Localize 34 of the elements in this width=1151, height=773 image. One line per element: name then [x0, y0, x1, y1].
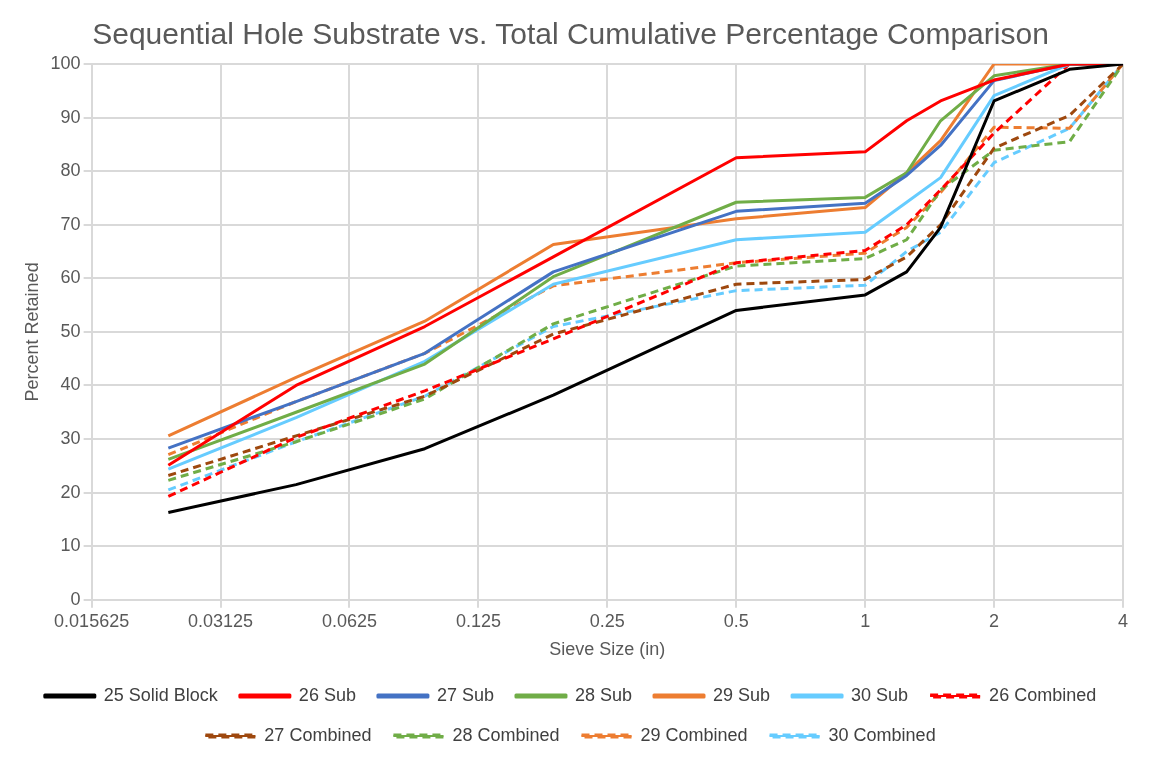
y-tick-label: 60	[60, 267, 81, 288]
y-tick-label: 100	[50, 52, 81, 73]
legend-label: 29 Sub	[713, 684, 771, 705]
y-tick-label: 70	[60, 213, 81, 234]
legend-label: 26 Combined	[989, 684, 1097, 705]
legend-label: 25 Solid Block	[103, 684, 219, 705]
x-tick-label: 0.015625	[54, 610, 130, 631]
chart-title: Sequential Hole Substrate vs. Total Cumulative Percentage Comparison	[92, 17, 1049, 51]
legend-label: 30 Combined	[828, 724, 936, 745]
legend-label: 27 Combined	[264, 724, 372, 745]
legend-label: 30 Sub	[851, 684, 909, 705]
y-tick-label: 10	[60, 535, 81, 556]
x-tick-label: 0.25	[589, 610, 625, 631]
x-tick-label: 0.125	[455, 610, 501, 631]
x-tick-label: 4	[1117, 610, 1129, 631]
y-tick-label: 20	[60, 481, 81, 502]
x-tick-label: 0.0625	[321, 610, 378, 631]
x-tick-label: 1	[860, 610, 871, 631]
y-tick-label: 30	[60, 428, 81, 449]
y-tick-label: 0	[70, 588, 81, 609]
legend-label: 28 Sub	[574, 684, 633, 705]
x-tick-label: 0.03125	[188, 610, 254, 631]
y-axis-title: Percent Retained	[21, 262, 42, 402]
legend-label: 27 Sub	[436, 684, 494, 705]
y-tick-label: 50	[60, 320, 81, 341]
y-tick-label: 40	[60, 374, 81, 395]
x-tick-label: 2	[989, 610, 1000, 631]
x-tick-label: 0.5	[723, 610, 749, 631]
y-tick-label: 90	[60, 106, 81, 127]
x-axis-title: Sieve Size (in)	[549, 639, 666, 660]
y-tick-label: 80	[60, 160, 81, 181]
legend-label: 28 Combined	[452, 724, 560, 745]
legend-label: 29 Combined	[640, 724, 748, 745]
legend-label: 26 Sub	[298, 684, 356, 705]
